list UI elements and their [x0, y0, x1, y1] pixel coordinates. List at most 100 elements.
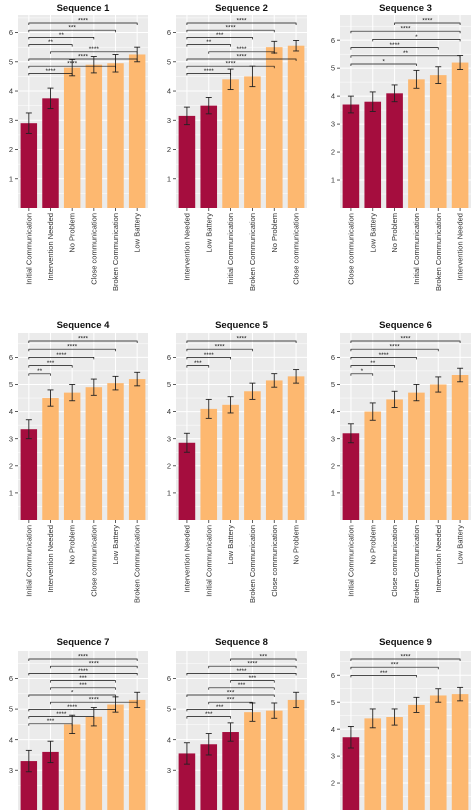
- significance-label: *: [415, 34, 418, 41]
- x-tick-label: Low Battery: [133, 213, 142, 253]
- plot-panel: [18, 651, 148, 810]
- y-tick-label: 1: [331, 488, 335, 497]
- significance-label: ****: [236, 53, 247, 60]
- y-tick-label: 3: [331, 752, 335, 761]
- significance-bracket: [186, 365, 210, 368]
- significance-label: ****: [78, 17, 89, 24]
- significance-label: **: [48, 39, 54, 46]
- significance-label: **: [206, 39, 212, 46]
- chart-title: Sequence 3: [379, 3, 432, 14]
- significance-bracket: [28, 22, 138, 25]
- bar: [128, 379, 146, 520]
- bar: [178, 442, 196, 520]
- plot-panel: [340, 333, 471, 520]
- bar: [107, 704, 124, 810]
- significance-label: ****: [236, 668, 247, 675]
- y-tick-label: 4: [331, 725, 335, 734]
- significance-bracket: [28, 73, 73, 76]
- significance-bracket: [186, 357, 231, 360]
- significance-label: ***: [249, 675, 257, 682]
- significance-bracket: [28, 694, 116, 697]
- y-tick-label: 6: [9, 353, 13, 362]
- significance-bracket: [350, 348, 439, 352]
- significance-label: ***: [205, 711, 213, 718]
- significance-label: ****: [67, 344, 78, 351]
- significance-label: ***: [79, 675, 87, 682]
- significance-bracket: [28, 373, 51, 376]
- bar: [42, 98, 59, 208]
- significance-label: ****: [56, 352, 67, 359]
- significance-label: ****: [89, 46, 100, 53]
- bar: [408, 79, 425, 208]
- significance-label: ****: [89, 697, 100, 704]
- y-tick-label: 6: [331, 353, 335, 362]
- significance-bracket: [208, 665, 297, 669]
- bar: [287, 376, 305, 520]
- y-tick-label: 4: [331, 92, 335, 101]
- chart-title: Sequence 4: [57, 320, 111, 331]
- y-tick-label: 5: [9, 705, 13, 714]
- bar: [178, 115, 196, 208]
- y-tick-label: 5: [331, 380, 335, 389]
- y-tick-label: 1: [167, 488, 171, 497]
- x-tick-label: No Problem: [270, 213, 279, 253]
- x-tick-label: Intervention Needed: [456, 213, 465, 281]
- significance-bracket: [230, 658, 297, 661]
- x-tick-label: Initial Communication: [24, 525, 33, 597]
- bar: [63, 724, 81, 810]
- significance-label: ****: [236, 17, 247, 24]
- y-tick-label: 6: [9, 674, 13, 683]
- x-tick-label: Initial Communication: [204, 525, 213, 597]
- significance-label: **: [403, 50, 409, 57]
- x-tick-label: Intervention Needed: [46, 213, 55, 281]
- y-tick-label: 2: [331, 461, 335, 470]
- significance-label: **: [37, 368, 43, 375]
- chart-title: Sequence 7: [57, 637, 110, 648]
- plot-panel: [340, 15, 471, 208]
- significance-bracket: [350, 340, 461, 343]
- significance-label: ****: [67, 704, 78, 711]
- bar: [429, 75, 447, 208]
- x-tick-label: Intervention Needed: [46, 525, 55, 593]
- y-tick-label: 1: [9, 488, 13, 497]
- bar: [85, 387, 103, 520]
- x-tick-label: Initial Communication: [412, 213, 421, 285]
- chart-title: Sequence 2: [215, 3, 268, 14]
- chart-title: Sequence 5: [215, 320, 269, 331]
- bar: [287, 45, 305, 208]
- x-tick-label: Broken Communication: [248, 525, 257, 603]
- significance-bracket: [28, 58, 138, 61]
- significance-bracket: [350, 55, 461, 58]
- significance-label: *: [361, 368, 364, 375]
- bar: [20, 761, 38, 810]
- y-tick-label: 4: [167, 735, 171, 744]
- chart-sequence-7: Sequence 73456**************************…: [9, 637, 148, 810]
- significance-label: ****: [67, 61, 78, 68]
- bar: [408, 392, 425, 520]
- plot-panel: [18, 333, 148, 520]
- significance-bracket: [208, 687, 275, 690]
- x-tick-label: Broken Communication: [133, 525, 142, 603]
- bar: [451, 375, 469, 520]
- bar: [364, 718, 382, 810]
- significance-bracket: [350, 47, 439, 50]
- significance-label: ***: [227, 697, 235, 704]
- x-tick-label: Initial Communication: [24, 213, 33, 285]
- chart-title: Sequence 8: [215, 637, 268, 648]
- significance-label: ***: [380, 670, 388, 677]
- significance-label: ***: [260, 653, 268, 660]
- significance-label: ****: [204, 352, 215, 359]
- significance-label: ****: [215, 344, 226, 351]
- significance-label: ***: [68, 25, 76, 32]
- bar: [342, 737, 360, 810]
- significance-label: ***: [47, 718, 55, 725]
- chart-title: Sequence 9: [379, 637, 432, 648]
- y-tick-label: 5: [167, 380, 171, 389]
- significance-label: *: [71, 689, 74, 696]
- y-tick-label: 3: [167, 116, 171, 125]
- y-tick-label: 4: [9, 735, 13, 744]
- significance-bracket: [50, 687, 116, 690]
- bar: [364, 411, 382, 520]
- significance-label: ****: [236, 46, 247, 53]
